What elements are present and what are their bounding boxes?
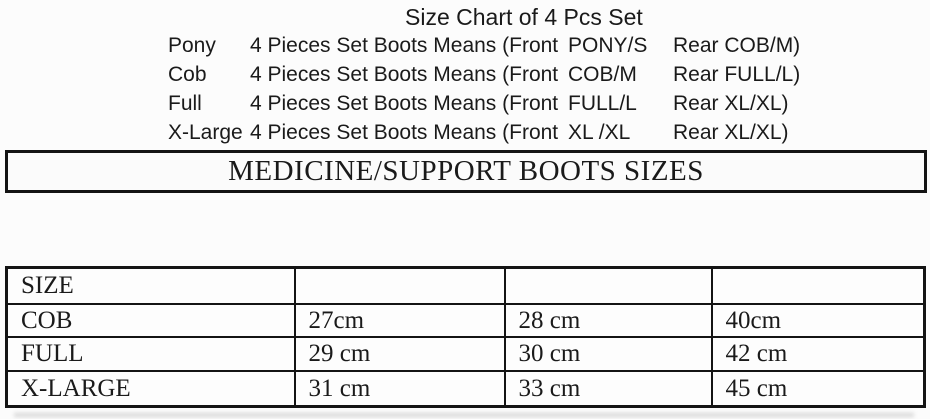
set-row-front-size: XL /XL <box>568 121 631 144</box>
set-row-desc: 4 Pieces Set Boots Means (Front <box>250 34 559 57</box>
set-row-cob: Cob 4 Pieces Set Boots Means (Front COB/… <box>168 60 868 89</box>
table-header-cell <box>503 266 713 305</box>
set-description-list: Pony 4 Pieces Set Boots Means (Front PON… <box>168 31 868 147</box>
set-row-full: Full 4 Pieces Set Boots Means (Front FUL… <box>168 89 868 118</box>
set-row-rear-size: Rear COB/M) <box>673 34 801 57</box>
set-row-front-size: COB/M <box>568 63 637 86</box>
table-row-label: FULL <box>5 336 296 372</box>
sizes-table: SIZE COB 27cm 28 cm 40cm FULL 29 cm 30 c… <box>5 266 926 408</box>
scan-shadow-artifact <box>14 413 914 417</box>
table-row-xlarge: X-LARGE 31 cm 33 cm 45 cm <box>5 370 926 408</box>
section-header-banner: MEDICINE/SUPPORT BOOTS SIZES <box>5 150 927 193</box>
set-row-desc: 4 Pieces Set Boots Means (Front <box>250 121 559 144</box>
table-header-cell-size: SIZE <box>5 266 296 305</box>
set-row-label: Cob <box>168 63 207 86</box>
page-title: Size Chart of 4 Pcs Set <box>405 4 643 30</box>
table-cell: 27cm <box>293 303 506 338</box>
table-cell: 30 cm <box>503 336 713 372</box>
set-row-label: Pony <box>168 34 216 57</box>
table-cell: 33 cm <box>503 370 713 408</box>
set-row-rear-size: Rear XL/XL) <box>673 121 789 144</box>
table-row-label: COB <box>5 303 296 338</box>
set-row-label: Full <box>168 92 202 115</box>
table-cell: 28 cm <box>503 303 713 338</box>
table-header-cell <box>710 266 926 305</box>
set-row-label: X-Large <box>168 121 243 144</box>
section-header-text: MEDICINE/SUPPORT BOOTS SIZES <box>228 155 704 187</box>
table-cell: 42 cm <box>710 336 926 372</box>
table-cell: 40cm <box>710 303 926 338</box>
table-header-cell <box>293 266 506 305</box>
set-row-rear-size: Rear XL/XL) <box>673 92 789 115</box>
table-cell: 29 cm <box>293 336 506 372</box>
set-row-front-size: FULL/L <box>568 92 637 115</box>
table-row-label: X-LARGE <box>5 370 296 408</box>
set-row-pony: Pony 4 Pieces Set Boots Means (Front PON… <box>168 31 868 60</box>
set-row-front-size: PONY/S <box>568 34 648 57</box>
table-row-full: FULL 29 cm 30 cm 42 cm <box>5 336 926 372</box>
set-row-desc: 4 Pieces Set Boots Means (Front <box>250 63 559 86</box>
table-cell: 45 cm <box>710 370 926 408</box>
table-cell: 31 cm <box>293 370 506 408</box>
set-row-xlarge: X-Large 4 Pieces Set Boots Means (Front … <box>168 118 868 147</box>
table-row-cob: COB 27cm 28 cm 40cm <box>5 303 926 338</box>
set-row-desc: 4 Pieces Set Boots Means (Front <box>250 92 559 115</box>
set-row-rear-size: Rear FULL/L) <box>673 63 801 86</box>
table-header-row: SIZE <box>5 266 926 305</box>
